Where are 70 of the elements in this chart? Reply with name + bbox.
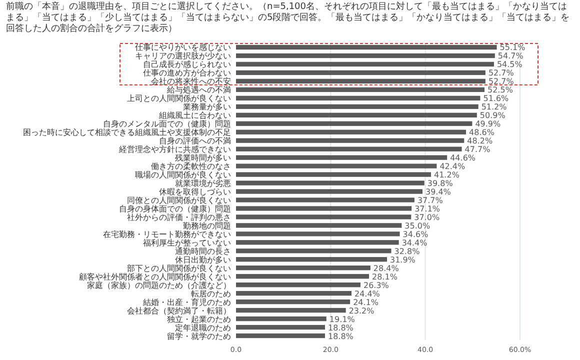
data-label: 26.3% [363,280,390,290]
data-label: 18.8% [328,323,354,332]
data-label: 19.1% [329,314,356,324]
data-label: 52.7% [488,68,514,78]
data-label: 50.9% [480,111,506,120]
y-tick-label: 家庭（家族）の問題のため（介護など） [87,280,231,290]
data-label: 51.6% [483,94,510,104]
y-tick-label: 休暇を取得しづらい [159,188,231,196]
data-label: 39.8% [427,179,454,188]
data-label: 37.1% [414,204,440,214]
y-tick-label: キャリアの選択肢が少ない [135,52,231,61]
data-label: 18.8% [328,332,354,341]
data-label: 48.2% [467,136,493,146]
y-tick-label: 残業時間が多い [175,154,231,163]
y-tick-label: 通勤時間の長さ [175,246,231,256]
data-label: 37.7% [417,196,444,205]
data-label: 35.0% [404,221,430,230]
data-label: 41.2% [434,170,460,180]
data-label: 44.6% [450,154,476,163]
y-tick-label: 組織風土に合わない [158,111,231,120]
y-tick-label: 在宅勤務・リモート勤務ができない [103,230,231,239]
y-tick-label: 顧客や社外関係者との人間関係が良くない [79,272,231,282]
data-label: 23.2% [348,306,375,316]
data-label: 54.7% [498,52,524,61]
y-tick-label: 部下との人間関係が良くない [127,264,231,273]
data-label: 54.5% [496,60,523,70]
data-label: 37.0% [414,212,440,222]
y-tick-label: 独立・起業のため [167,314,231,324]
y-tick-label: 転居のため [191,289,231,298]
y-tick-label: 職場の人間関係が良くない [135,170,231,180]
data-label: 42.4% [440,162,466,172]
y-tick-label: 社外からの評価・評判の悪さ [127,212,231,222]
y-tick-label: 定年退職のため [175,323,231,332]
y-tick-label: 仕事にやりがいを感じない [135,43,231,52]
y-tick-label: 給与処遇への不満 [166,86,231,95]
data-label: 49.9% [475,120,502,129]
data-label: 51.2% [481,102,508,112]
data-label: 34.6% [402,230,429,239]
data-label: 47.7% [464,145,491,154]
data-label: 52.7% [488,77,514,86]
data-label: 48.6% [469,128,495,138]
y-tick-label: 自身のメンタル面での（健康）問題 [103,120,231,129]
y-tick-label: 留学・就学のため [167,332,231,341]
y-tick-label: 仕事の進め方が合わない [143,68,231,78]
data-label: 24.1% [353,298,379,307]
y-tick-label: 自身の評価への不満 [159,136,231,146]
y-tick-label: 就業環境が劣悪 [175,179,231,188]
y-tick-label: 経営理念や方針に共感できない [118,145,231,154]
y-tick-label: 働き方の柔軟性のなさ [151,162,231,172]
data-label: 32.8% [394,246,420,256]
y-tick-label: 同僚との人間関係が良くない [127,196,231,205]
data-label: 55.1% [500,43,526,52]
y-tick-label: 業務量が多い [183,102,231,112]
y-tick-label: 休日出勤が多い [175,255,231,264]
data-label: 28.1% [372,272,398,282]
y-tick-label: 会社都合（契約満了・転籍） [127,306,231,316]
data-label: 34.4% [402,238,428,248]
data-label: 24.4% [354,289,380,298]
data-label: 31.9% [390,255,416,264]
y-tick-label: 自己成長が感じられない [143,60,231,70]
y-tick-label: 自身の身体面での（健康）問題 [119,204,231,214]
y-tick-label: 上司との人間関係が良くない [127,94,231,104]
y-tick-label: 勤務地の問題 [183,221,231,230]
y-tick-label: 困った時に安心して相談できる組織風土や支援体制の不足 [23,128,231,138]
y-tick-label: 福利厚生が整っていない [143,238,231,248]
data-label: 39.4% [425,188,452,196]
data-label: 52.5% [488,86,514,95]
title: 前職の「本音」の退職理由を、項目ごとに選択してください。（n=5,100名、それぞれの項目に対して「最も当てはまる」「かなり当てはまる」「当てはまる」「少し当てはまる」「当てはまらない」の5段階で回答。「最も当てはまる」「かなり当てはまる」「当てはまる」を回答した人の割合の合計をグラフに表示） [6,2,571,35]
data-label: 28.4% [373,264,400,273]
y-tick-label: 結婚・出産・育児のため [142,298,231,307]
